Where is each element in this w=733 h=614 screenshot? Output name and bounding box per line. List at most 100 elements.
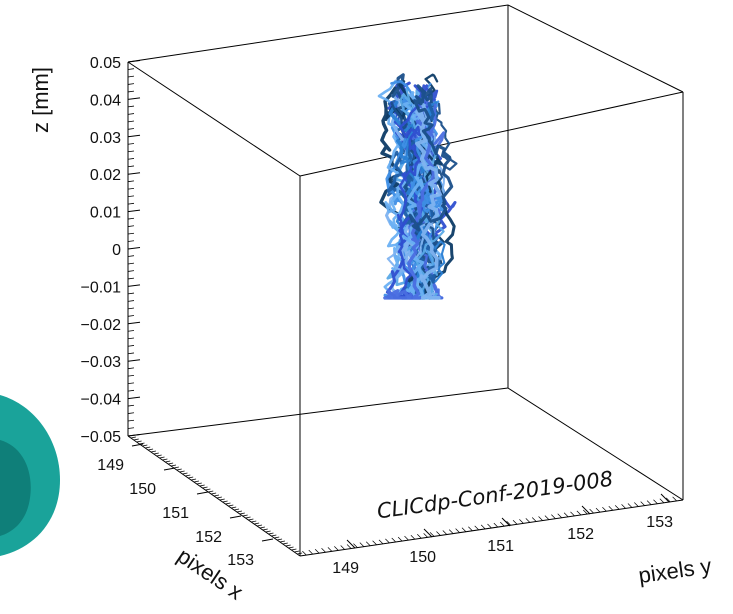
- z-tick-label: −0.02: [81, 317, 122, 334]
- y-minor-tick: [602, 506, 607, 512]
- x-major-tick: [229, 515, 242, 519]
- x-minor-tick: [276, 538, 283, 541]
- x-minor-tick: [225, 502, 231, 505]
- y-minor-tick: [455, 528, 460, 533]
- z-tick-label: −0.04: [81, 392, 122, 409]
- z-minor-tick: [127, 374, 135, 377]
- z-minor-tick: [127, 270, 135, 272]
- y-minor-tick: [327, 547, 333, 552]
- z-minor-tick: [127, 315, 135, 317]
- y-minor-tick: [621, 504, 626, 509]
- x-minor-tick: [156, 454, 162, 457]
- y-minor-tick: [302, 550, 307, 556]
- x-minor-tick: [176, 468, 182, 471]
- x-minor-tick: [262, 528, 268, 531]
- z-major-tick: [127, 359, 141, 362]
- y-minor-tick: [589, 508, 594, 514]
- y-minor-tick: [321, 548, 326, 553]
- y-minor-tick: [448, 529, 454, 534]
- x-minor-tick: [205, 488, 211, 491]
- z-minor-tick: [127, 180, 135, 183]
- z-minor-tick: [127, 255, 135, 257]
- x-minor-tick: [196, 482, 202, 485]
- x-minor-tick: [274, 536, 280, 539]
- y-minor-tick: [429, 532, 435, 537]
- x-minor-tick: [170, 464, 177, 467]
- y-minor-tick: [506, 520, 511, 526]
- z-major-tick: [127, 172, 141, 175]
- z-tick-label: −0.03: [81, 354, 122, 371]
- z-minor-tick: [127, 158, 135, 160]
- y-minor-tick: [487, 523, 492, 529]
- x-minor-tick: [291, 548, 297, 551]
- x-minor-tick: [133, 438, 139, 441]
- x-minor-tick: [208, 490, 214, 493]
- z-major-tick: [127, 209, 141, 213]
- z-tick-label: −0.05: [81, 429, 122, 446]
- z-minor-tick: [127, 419, 135, 422]
- z-minor-tick: [127, 427, 135, 429]
- y-minor-tick: [391, 537, 396, 543]
- x-minor-tick: [147, 448, 154, 451]
- x-tick-label: 151: [162, 505, 189, 522]
- x-minor-tick: [268, 532, 274, 535]
- z-minor-tick: [127, 330, 135, 332]
- y-tick-label: 152: [567, 526, 594, 543]
- x-minor-tick: [282, 542, 288, 545]
- z-minor-tick: [127, 113, 135, 115]
- y-minor-tick: [614, 505, 620, 510]
- y-minor-tick: [436, 531, 441, 536]
- y-minor-tick: [404, 535, 409, 541]
- y-minor-tick: [557, 513, 562, 518]
- z-tick-label: 0.03: [90, 130, 121, 147]
- x-minor-tick: [162, 458, 168, 461]
- x-minor-tick: [231, 506, 237, 509]
- x-minor-tick: [153, 452, 159, 455]
- x-minor-tick: [150, 450, 157, 453]
- z-minor-tick: [127, 120, 135, 123]
- y-minor-tick: [423, 533, 428, 538]
- z-minor-tick: [127, 352, 135, 355]
- z-minor-tick: [127, 277, 135, 280]
- y-tick-label: 150: [409, 549, 436, 566]
- z-minor-tick: [127, 128, 135, 130]
- y-minor-tick: [359, 542, 365, 547]
- x-tick-label: 149: [97, 457, 124, 474]
- z-minor-tick: [127, 225, 135, 227]
- x-minor-tick: [173, 466, 179, 469]
- y-minor-tick: [442, 530, 448, 535]
- y-minor-tick: [500, 521, 505, 527]
- z-minor-tick: [127, 143, 135, 145]
- y-minor-tick: [397, 536, 403, 542]
- x-minor-tick: [219, 498, 225, 501]
- trajectory-cluster: [377, 73, 458, 300]
- x-minor-tick: [142, 444, 148, 447]
- x-minor-tick: [236, 510, 243, 513]
- y-minor-tick: [340, 545, 345, 550]
- x-minor-tick: [245, 516, 251, 519]
- y-minor-tick: [308, 549, 314, 555]
- z-tick-label: 0.05: [90, 55, 121, 72]
- y-minor-tick: [646, 500, 652, 505]
- x-minor-tick: [188, 476, 194, 479]
- z-minor-tick: [127, 367, 135, 370]
- y-minor-tick: [576, 510, 582, 516]
- x-minor-tick: [185, 474, 191, 477]
- z-major-tick: [127, 60, 141, 63]
- z-axis: 0.05 0.04 0.03 0.02 0.01 0 −0.01 −0.02 −0.03 −0.0…: [81, 55, 141, 446]
- x-minor-tick: [297, 552, 303, 555]
- y-minor-tick: [346, 544, 352, 549]
- y-tick-label: 149: [332, 560, 359, 577]
- y-minor-tick: [417, 534, 422, 539]
- y-minor-tick: [353, 543, 358, 548]
- x-minor-tick: [251, 520, 257, 523]
- x-minor-tick: [242, 514, 248, 517]
- x-minor-tick: [202, 486, 208, 489]
- y-minor-tick: [665, 497, 671, 503]
- x-major-tick: [261, 538, 274, 542]
- x-minor-tick: [285, 544, 291, 547]
- z-major-tick: [127, 97, 141, 100]
- x-minor-tick: [248, 518, 254, 521]
- z-major-tick: [127, 284, 141, 287]
- y-minor-tick: [583, 509, 588, 515]
